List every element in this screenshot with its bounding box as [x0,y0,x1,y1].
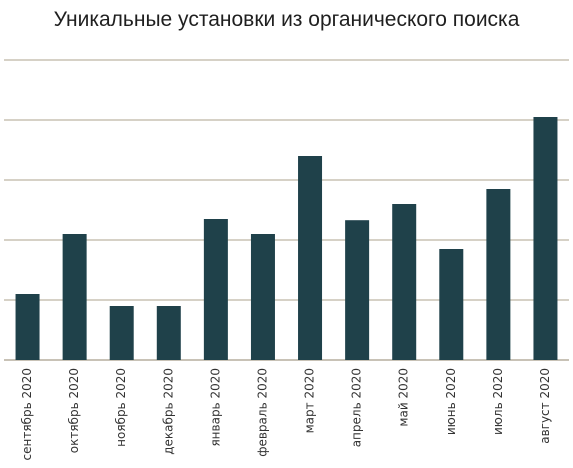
gridlines [4,59,569,361]
x-tick-label: август 2020 [538,368,552,444]
bar [156,306,181,360]
bar [392,204,417,360]
x-tick-label: июль 2020 [491,368,505,435]
bar [62,234,87,360]
x-tick-label: декабрь 2020 [161,368,175,455]
bar [298,156,323,360]
x-tick-label: март 2020 [303,368,317,433]
x-tick-labels: сентябрь 2020 октябрь 2020 ноябрь 2020 дека… [20,368,552,460]
bar [533,117,558,360]
bar [203,219,228,360]
x-tick-label: апрель 2020 [350,368,364,447]
bar [109,306,134,360]
x-tick-label: февраль 2020 [255,368,269,457]
chart-title: Уникальные установки из органического по… [53,8,520,31]
bar [486,189,511,360]
bars [15,117,558,360]
bar [345,220,370,360]
bar [15,294,40,360]
x-tick-label: сентябрь 2020 [20,368,34,460]
bar [250,234,275,360]
x-tick-label: ноябрь 2020 [114,368,128,447]
x-tick-label: июнь 2020 [444,368,458,435]
bar [439,249,464,360]
x-tick-label: январь 2020 [208,368,222,447]
x-tick-label: октябрь 2020 [67,368,81,453]
x-tick-label: май 2020 [397,368,411,427]
